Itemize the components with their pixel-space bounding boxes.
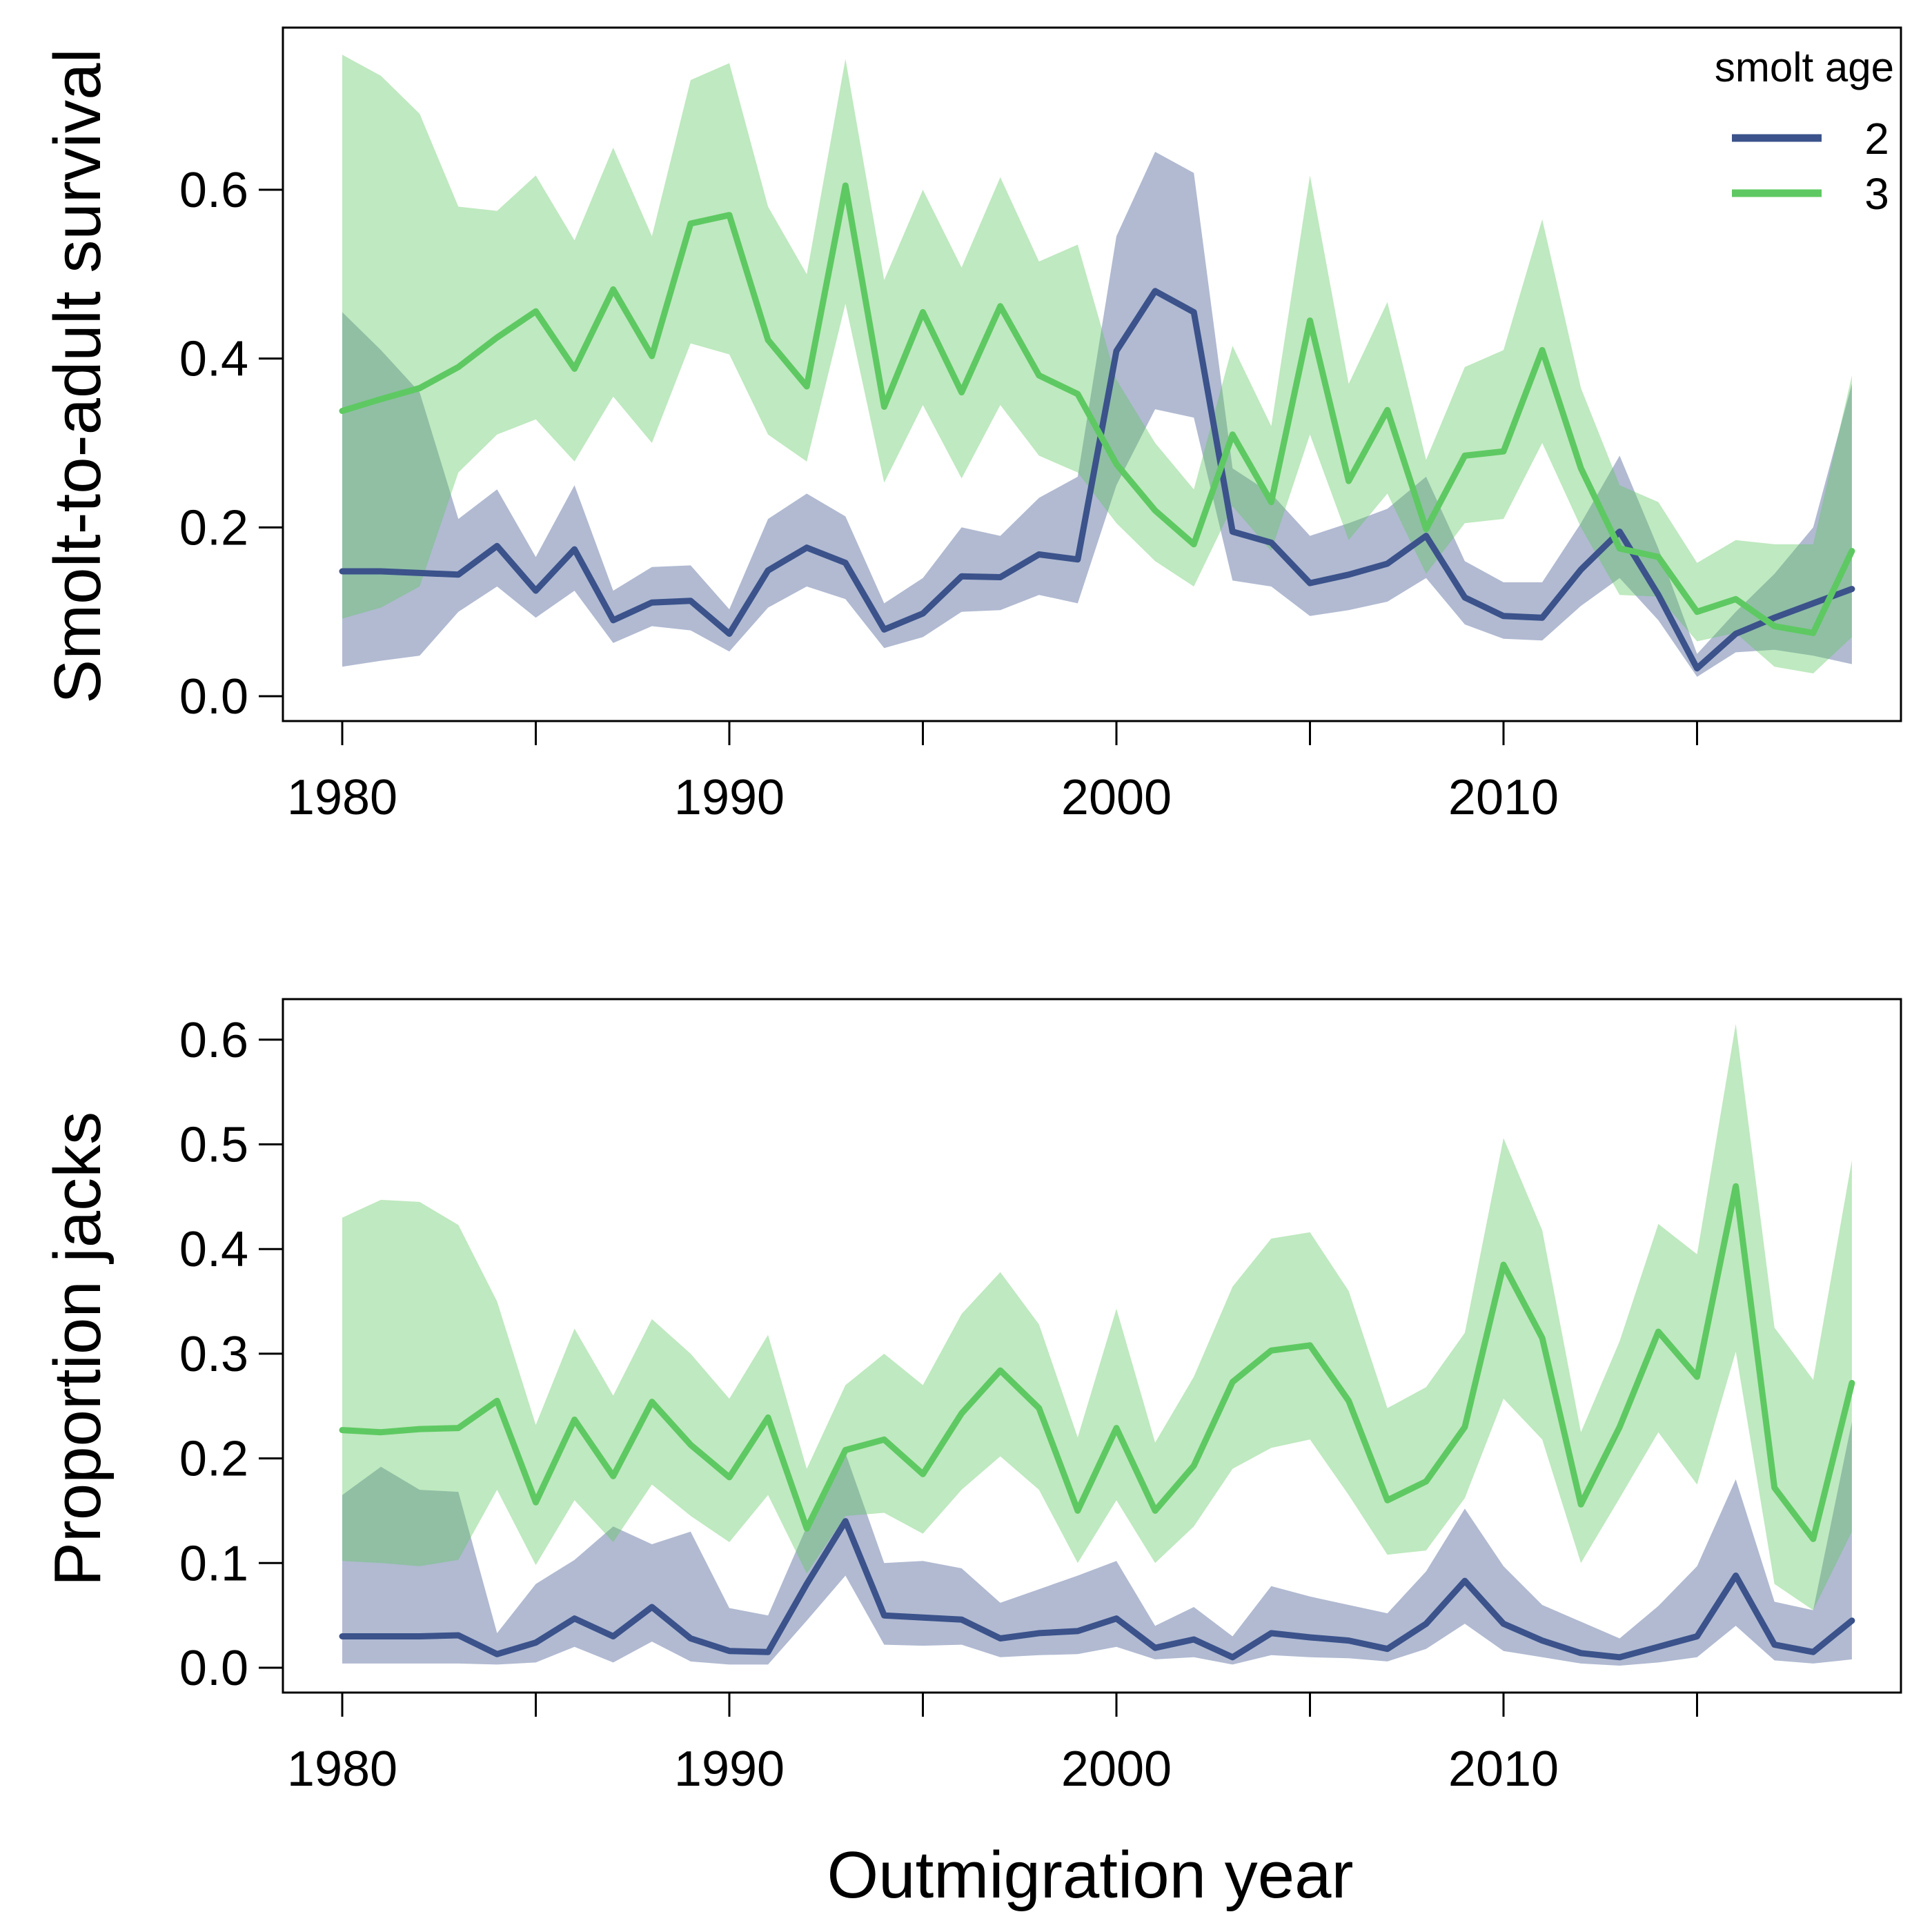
y-tick-label: 0.4 xyxy=(179,1222,248,1277)
legend-label-age-2: 2 xyxy=(1864,114,1889,164)
x-tick-label: 2000 xyxy=(1061,770,1172,825)
series-line-age-2 xyxy=(339,1518,1855,1661)
y-tick-label: 0.5 xyxy=(179,1118,248,1173)
jacks-panel: 1980 1990 2000 2010 0.0 0.1 0.2 0.3 0.4 0.5 0.6 Pro… xyxy=(41,998,1902,1797)
legend: smolt age 23 xyxy=(1715,44,1894,219)
x-tick-label: 1980 xyxy=(287,770,397,825)
series-line-age-3 xyxy=(339,1183,1855,1542)
ci-band-age-2 xyxy=(342,1421,1852,1666)
legend-label-age-3: 3 xyxy=(1864,169,1889,219)
x-tick-label: 1980 xyxy=(287,1742,397,1797)
y-tick-label: 0.2 xyxy=(179,500,248,555)
x-tick-label: 2000 xyxy=(1061,1742,1172,1797)
y-tick-label: 0.2 xyxy=(179,1432,248,1487)
series-line-age-2 xyxy=(339,288,1855,672)
legend-title: smolt age xyxy=(1715,44,1894,90)
y-tick-label: 0.6 xyxy=(179,163,248,218)
plot-frame xyxy=(282,998,1902,1694)
y-axis-title: Smolt-to-adult survival xyxy=(41,48,115,704)
x-tick-label: 2010 xyxy=(1448,770,1559,825)
x-tick-label: 2010 xyxy=(1448,1742,1559,1797)
ci-band-age-3 xyxy=(342,55,1852,674)
plot-frame xyxy=(282,26,1902,722)
y-tick-label: 0.0 xyxy=(179,669,248,724)
x-tick-label: 1990 xyxy=(674,1742,785,1797)
y-tick-label: 0.3 xyxy=(179,1327,248,1382)
y-axis-title: Proportion jacks xyxy=(41,1112,115,1586)
ci-band-age-2 xyxy=(342,152,1852,677)
y-tick-label: 0.1 xyxy=(179,1536,248,1591)
x-axis-title: Outmigration year xyxy=(827,1838,1354,1912)
survival-panel: 1980 1990 2000 2010 0.0 0.2 0.4 0.6 Smolt-to-adu… xyxy=(41,26,1902,825)
y-tick-label: 0.0 xyxy=(179,1641,248,1696)
ci-band-age-3 xyxy=(342,1024,1852,1610)
y-tick-label: 0.4 xyxy=(179,332,248,387)
y-tick-label: 0.6 xyxy=(179,1013,248,1068)
x-tick-label: 1990 xyxy=(674,770,785,825)
series-line-age-3 xyxy=(339,182,1855,636)
